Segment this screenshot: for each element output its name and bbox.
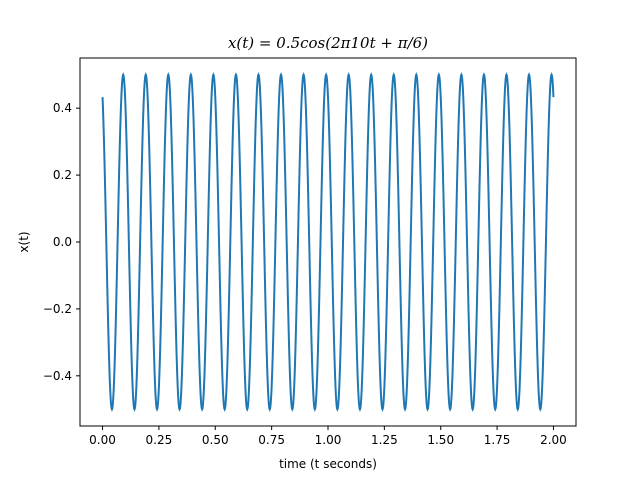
x-tick-label: 0.50 (202, 433, 229, 447)
x-tick-label: 0.25 (146, 433, 173, 447)
x-tick-label: 0.75 (258, 433, 285, 447)
series-line (101, 72, 555, 412)
x-axis-ticks: 0.00 0.25 0.50 0.75 1.00 1.25 1.50 1.75 2.00 (89, 426, 567, 447)
plot-area (101, 72, 555, 412)
x-tick-label: 1.75 (484, 433, 511, 447)
x-axis-label: time (t seconds) (279, 457, 377, 471)
y-tick-label: −0.4 (43, 369, 72, 383)
y-tick-label: 0.0 (53, 235, 72, 249)
y-tick-label: −0.2 (43, 302, 72, 316)
chart-title: x(t) = 0.5cos(2π10t + π/6) (228, 34, 428, 52)
x-tick-label: 1.25 (371, 433, 398, 447)
x-tick-label: 1.00 (315, 433, 342, 447)
x-tick-label: 2.00 (540, 433, 567, 447)
x-tick-label: 1.50 (427, 433, 454, 447)
y-tick-label: 0.4 (53, 101, 72, 115)
y-tick-label: 0.2 (53, 168, 72, 182)
x-tick-label: 0.00 (89, 433, 116, 447)
y-axis-ticks: −0.4 −0.2 0.0 0.2 0.4 (43, 101, 80, 383)
y-axis-label: x(t) (17, 231, 31, 252)
